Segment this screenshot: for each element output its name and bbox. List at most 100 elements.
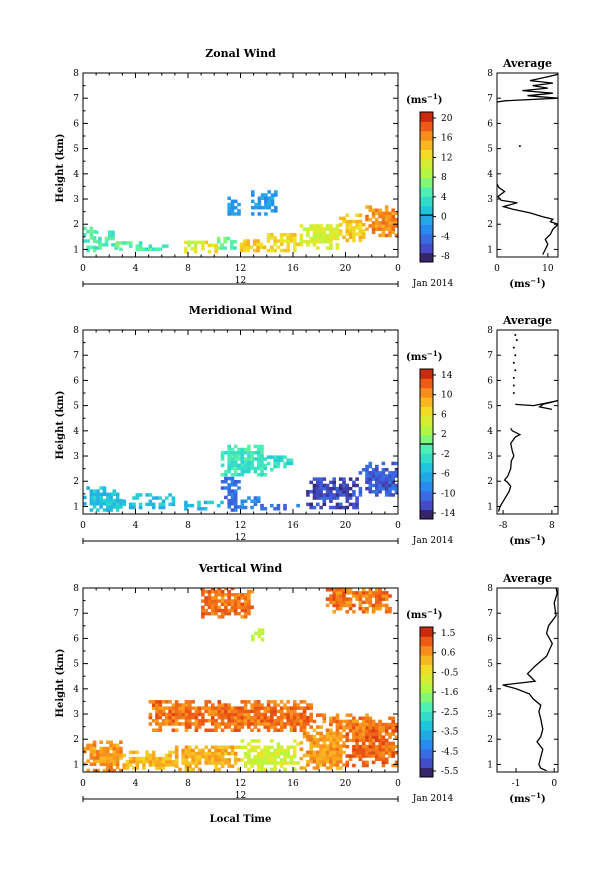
profile-y-tick-label: 8 — [487, 584, 493, 594]
heatmap-cell — [260, 637, 265, 642]
heatmap-cell — [243, 709, 248, 714]
heatmap-cell — [378, 480, 382, 485]
colorbar-step — [420, 149, 433, 160]
profile-y-tick-label: 1 — [487, 760, 493, 770]
heatmap-cell — [233, 495, 238, 500]
heatmap-cell — [119, 498, 123, 503]
heatmap-cell — [329, 766, 333, 770]
heatmap-cell — [388, 214, 392, 219]
heatmap-cell — [312, 760, 317, 764]
heatmap-cell — [158, 728, 163, 732]
heatmap-cell — [299, 741, 304, 745]
heatmap-cell — [312, 486, 317, 491]
heatmap-cell — [194, 764, 199, 768]
heatmap-cell — [227, 451, 231, 455]
heatmap-cell — [266, 745, 271, 749]
heatmap-cell — [325, 240, 330, 244]
heatmap-cell — [361, 600, 366, 605]
heatmap-cell — [358, 600, 363, 605]
profile-line — [502, 588, 558, 772]
heatmap-cell — [243, 596, 248, 600]
heatmap-cell — [264, 212, 268, 216]
heatmap-cell — [355, 754, 359, 758]
heatmap-cell — [132, 496, 136, 500]
heatmap-cell — [329, 486, 333, 491]
heatmap-cell — [371, 603, 376, 608]
heatmap-cell — [309, 505, 313, 510]
heatmap-cell — [355, 744, 359, 749]
heatmap-cell — [256, 460, 261, 464]
heatmap-cell — [338, 493, 343, 497]
heatmap-cell — [256, 444, 261, 449]
heatmap-cell — [161, 760, 166, 764]
heatmap-cell — [345, 744, 350, 749]
heatmap-cell — [348, 722, 353, 727]
heatmap-cell — [348, 591, 353, 595]
heatmap-cell — [361, 754, 366, 758]
heatmap-cell — [122, 499, 126, 503]
heatmap-cell — [322, 716, 327, 720]
heatmap-cell — [348, 229, 353, 233]
colorbar-step — [420, 720, 433, 731]
heatmap-cell — [302, 227, 307, 231]
heatmap-cell — [220, 706, 225, 710]
heatmap-cell — [243, 605, 248, 610]
heatmap-cell — [352, 483, 356, 488]
heatmap-cell — [184, 709, 189, 714]
heatmap-cell — [148, 493, 153, 497]
heatmap-cell — [165, 706, 169, 710]
heatmap-cell — [276, 245, 281, 250]
heatmap-cell — [332, 493, 336, 497]
heatmap-cell — [276, 464, 281, 469]
heatmap-cell — [102, 759, 107, 763]
heatmap-cell — [165, 700, 169, 704]
heatmap-cell — [335, 719, 340, 724]
profile-frame — [496, 72, 559, 258]
heatmap-cell — [237, 454, 241, 458]
heatmap-cell — [316, 760, 320, 764]
heatmap-cell — [89, 502, 94, 506]
heatmap-cell — [293, 700, 297, 704]
heatmap-cell — [233, 605, 238, 610]
heatmap-cell — [375, 480, 379, 485]
colorbar-frame — [419, 626, 434, 778]
heatmap-cell — [240, 722, 245, 726]
heatmap-cell — [332, 591, 336, 595]
heatmap-cell — [211, 243, 215, 248]
heatmap-cell — [358, 757, 363, 761]
heatmap-cell — [250, 706, 254, 710]
heatmap-cell — [263, 463, 268, 468]
heatmap-cell — [251, 634, 255, 639]
heatmap-cell — [211, 703, 215, 707]
heatmap-cell — [302, 709, 307, 714]
heatmap-cell — [286, 233, 290, 237]
heatmap-cell — [115, 762, 120, 766]
heatmap-cell — [319, 738, 323, 742]
heatmap-cell — [345, 483, 350, 488]
heatmap-cell — [89, 236, 94, 240]
heatmap-cell — [240, 473, 245, 477]
y-tick-label: 4 — [73, 685, 79, 695]
heatmap-cell — [122, 763, 126, 767]
heatmap-cell — [227, 712, 231, 717]
heatmap-cell — [309, 753, 313, 758]
heatmap-cell — [394, 751, 398, 755]
heatmap-cell — [266, 461, 271, 466]
heatmap-cell — [371, 483, 376, 488]
heatmap-cell — [263, 761, 268, 765]
heatmap-cell — [165, 719, 169, 723]
heatmap-cell — [138, 241, 143, 245]
heatmap-cell — [381, 754, 386, 758]
heatmap-cell — [204, 700, 208, 704]
heatmap-cell — [378, 603, 382, 608]
heatmap-cell — [358, 738, 363, 743]
heatmap-cell — [279, 236, 284, 240]
colorbar-step — [420, 748, 433, 759]
heatmap-cell — [227, 599, 231, 603]
heatmap-cell — [263, 715, 268, 720]
heatmap-cell — [237, 722, 241, 726]
heatmap-cell — [247, 602, 251, 606]
heatmap-cell — [256, 761, 261, 765]
